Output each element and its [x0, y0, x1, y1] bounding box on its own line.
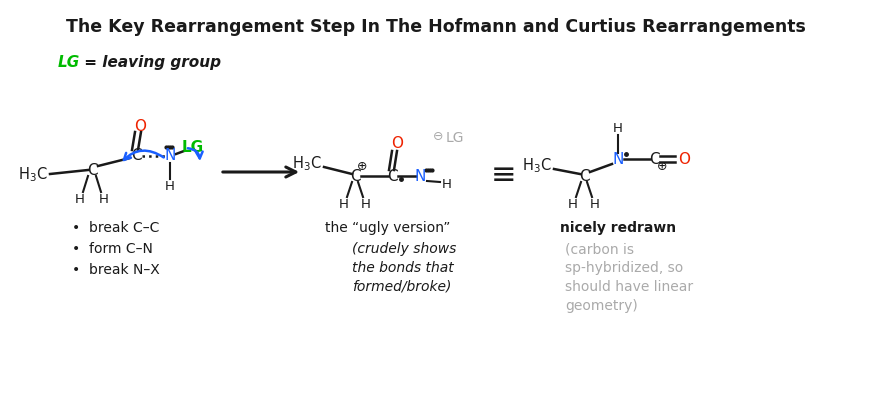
- Text: •  break C–C: • break C–C: [72, 221, 160, 235]
- Text: H: H: [590, 198, 600, 210]
- Text: N: N: [414, 168, 426, 183]
- Text: sp-hybridized, so: sp-hybridized, so: [565, 261, 684, 275]
- Text: ≡: ≡: [491, 161, 517, 190]
- Text: C: C: [131, 149, 141, 163]
- Text: H: H: [339, 198, 349, 210]
- Text: O: O: [678, 151, 690, 166]
- FancyArrowPatch shape: [124, 151, 164, 160]
- Text: N: N: [612, 151, 623, 166]
- Text: H: H: [613, 121, 623, 134]
- FancyArrowPatch shape: [187, 148, 202, 158]
- Text: (carbon is: (carbon is: [565, 242, 634, 256]
- Text: H: H: [75, 193, 85, 206]
- Text: C: C: [350, 168, 360, 183]
- Text: LG: LG: [58, 55, 80, 70]
- Text: C: C: [86, 163, 98, 178]
- Text: The Key Rearrangement Step In The Hofmann and Curtius Rearrangements: The Key Rearrangement Step In The Hofman…: [66, 18, 806, 36]
- Text: LG: LG: [446, 131, 465, 145]
- Text: •  form C–N: • form C–N: [72, 242, 153, 256]
- Text: H: H: [99, 193, 109, 206]
- Text: $\ominus$: $\ominus$: [433, 129, 444, 143]
- Text: $\oplus$: $\oplus$: [357, 159, 368, 173]
- Text: H$_3$C: H$_3$C: [18, 166, 48, 184]
- Text: H$_3$C: H$_3$C: [292, 155, 322, 173]
- Text: the bonds that: the bonds that: [352, 261, 453, 275]
- Text: •  break N–X: • break N–X: [72, 263, 160, 277]
- Text: H: H: [165, 179, 175, 193]
- Text: H: H: [442, 178, 452, 191]
- Text: should have linear: should have linear: [565, 280, 693, 294]
- Text: formed/broke): formed/broke): [352, 280, 452, 294]
- Text: H: H: [361, 198, 371, 210]
- Text: nicely redrawn: nicely redrawn: [560, 221, 676, 235]
- Text: the “ugly version”: the “ugly version”: [325, 221, 451, 235]
- Text: LG: LG: [182, 141, 204, 156]
- Text: O: O: [391, 136, 403, 151]
- Text: C: C: [649, 151, 659, 166]
- Text: N: N: [164, 149, 175, 163]
- Text: H$_3$C: H$_3$C: [522, 157, 552, 176]
- Text: H: H: [568, 198, 578, 210]
- Text: C: C: [579, 168, 589, 183]
- Text: $\oplus$: $\oplus$: [657, 159, 668, 173]
- Text: C: C: [386, 168, 398, 183]
- Text: O: O: [134, 119, 146, 134]
- Text: = leaving group: = leaving group: [79, 55, 221, 70]
- Text: geometry): geometry): [565, 299, 637, 313]
- Text: (crudely shows: (crudely shows: [352, 242, 456, 256]
